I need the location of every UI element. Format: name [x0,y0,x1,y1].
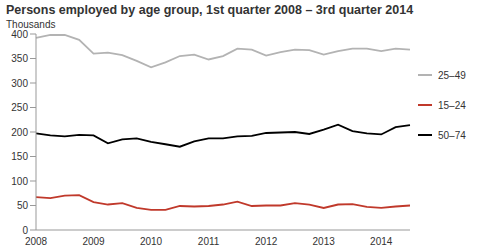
svg-text:200: 200 [11,127,28,138]
svg-text:2010: 2010 [140,236,163,247]
svg-text:250: 250 [11,102,28,113]
svg-text:350: 350 [11,53,28,64]
svg-text:2013: 2013 [313,236,336,247]
svg-text:150: 150 [11,151,28,162]
svg-text:2011: 2011 [198,236,220,247]
svg-text:2012: 2012 [255,236,278,247]
html-text:15–24: 15–24 [438,99,466,111]
svg-text:2008: 2008 [25,236,48,247]
svg-text:50: 50 [17,200,29,211]
svg-text:2009: 2009 [82,236,105,247]
html-text:Persons employed by age group,: Persons employed by age group, 1st quart… [6,3,414,17]
html-text:Thousands: Thousands [6,19,56,30]
html-text:25–49: 25–49 [438,69,466,81]
html-text:50–74: 50–74 [438,129,466,141]
svg-text:2014: 2014 [370,236,393,247]
svg-text:100: 100 [11,176,28,187]
svg-text:0: 0 [22,225,28,236]
svg-text:300: 300 [11,78,28,89]
svg-text:400: 400 [11,29,28,40]
